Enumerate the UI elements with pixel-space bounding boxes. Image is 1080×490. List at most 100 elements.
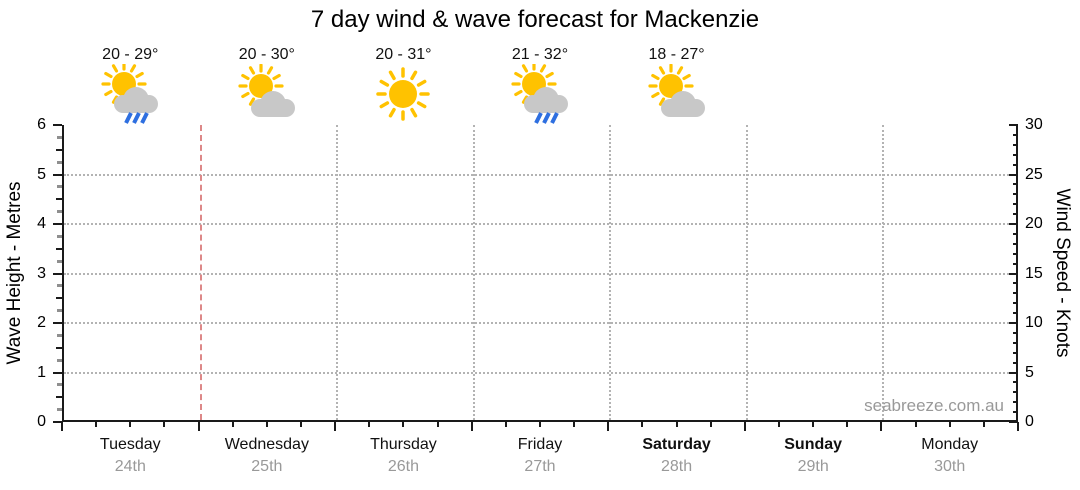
hgridline-1m (64, 371, 1016, 374)
wave-quarter-tick (57, 210, 62, 214)
hgridline-2m (64, 322, 1016, 324)
wave-tick-label-5: 5 (37, 165, 46, 183)
wind-tick-label-0: 0 (1025, 413, 1034, 430)
wind-minor-tick (1013, 361, 1018, 364)
wind-minor-tick (1013, 163, 1018, 166)
day-date-label: 25th (251, 458, 283, 475)
weather-icon-sun-cloud-rain (505, 61, 575, 126)
wave-quarter-tick (57, 259, 62, 263)
wave-quarter-tick (57, 284, 62, 288)
weather-icon-sun (368, 64, 438, 126)
wave-half-tick (56, 346, 62, 349)
day-date-label: 24th (114, 458, 146, 475)
wind-tick-label-15: 15 (1025, 264, 1043, 282)
time-minor-tick (504, 422, 507, 427)
time-minor-tick (846, 422, 849, 427)
watermark: seabreeze.com.au (864, 396, 1004, 415)
temp-range-label: 18 - 27° (648, 46, 705, 63)
time-minor-tick (163, 422, 166, 427)
time-minor-tick (300, 422, 302, 427)
wind-minor-tick (1013, 341, 1018, 344)
hgridline-4m (64, 223, 1016, 225)
wind-minor-tick (1013, 193, 1018, 196)
wind-minor-tick (1013, 213, 1018, 216)
wind-major-tick-0 (1009, 421, 1018, 423)
wave-major-tick-4 (53, 223, 62, 225)
day-name-label: Thursday (370, 436, 437, 453)
time-minor-tick (402, 422, 405, 427)
vgridline-day-5 (745, 125, 748, 420)
time-major-tick (470, 422, 473, 431)
wave-tick-label-2: 2 (37, 314, 46, 331)
time-minor-tick (231, 422, 234, 427)
time-minor-tick (641, 422, 644, 427)
wave-major-tick-5 (53, 173, 62, 176)
wind-minor-tick (1013, 302, 1018, 305)
wind-major-tick-10 (1009, 322, 1018, 324)
wind-tick-label-30: 30 (1025, 116, 1043, 133)
time-major-tick (1017, 422, 1019, 431)
time-major-tick (334, 422, 337, 431)
wind-tick-label-20: 20 (1025, 215, 1043, 232)
weather-icon-sun-cloud (642, 63, 712, 126)
time-major-tick (880, 422, 883, 431)
wind-minor-tick (1013, 232, 1018, 235)
wind-minor-tick (1013, 411, 1018, 414)
time-minor-tick (539, 422, 541, 427)
wave-half-tick (56, 148, 62, 151)
day-date-label: 26th (387, 458, 419, 475)
wind-minor-tick (1013, 292, 1018, 295)
wind-minor-tick (1013, 331, 1018, 334)
wind-minor-tick (1013, 203, 1018, 206)
time-major-tick (743, 422, 746, 431)
wind-major-tick-15 (1009, 272, 1018, 275)
wind-major-tick-20 (1009, 223, 1018, 225)
vgridline-day-4 (609, 125, 612, 420)
temp-range-label: 20 - 30° (238, 46, 295, 63)
current-day-marker (199, 125, 202, 420)
wind-tick-label-10: 10 (1025, 314, 1043, 331)
time-minor-tick (675, 422, 678, 427)
hgridline-3m (64, 272, 1016, 275)
wave-half-tick (56, 198, 62, 201)
time-minor-tick (95, 422, 98, 427)
wave-tick-label-1: 1 (37, 363, 46, 381)
wave-major-tick-6 (53, 124, 62, 126)
time-minor-tick (948, 422, 951, 427)
day-name-label: Wednesday (224, 436, 309, 453)
wind-minor-tick (1013, 133, 1018, 136)
time-minor-tick (914, 422, 917, 427)
wave-quarter-tick (57, 383, 62, 387)
wind-minor-tick (1013, 143, 1018, 146)
wind-major-tick-30 (1009, 124, 1018, 126)
time-major-tick (197, 422, 200, 431)
wind-minor-tick (1013, 401, 1018, 404)
day-name-label: Monday (921, 436, 979, 453)
wind-major-tick-5 (1009, 371, 1018, 374)
wind-minor-tick (1013, 282, 1018, 285)
time-major-tick (607, 422, 610, 431)
wave-quarter-tick (57, 358, 62, 362)
day-name-label: Tuesday (99, 436, 161, 453)
time-minor-tick (265, 422, 268, 427)
weather-icon-sun-cloud (232, 63, 302, 126)
wind-minor-tick (1013, 262, 1018, 265)
time-minor-tick (368, 422, 371, 427)
wind-minor-tick (1013, 312, 1018, 315)
day-name-label: Saturday (642, 436, 711, 453)
temp-range-label: 20 - 31° (375, 46, 432, 63)
wave-quarter-tick (57, 309, 62, 313)
temp-range-label: 20 - 29° (102, 46, 159, 63)
wave-tick-label-6: 6 (37, 116, 46, 133)
time-minor-tick (709, 422, 712, 427)
wave-half-tick (56, 297, 62, 300)
wave-quarter-tick (57, 135, 62, 139)
wind-minor-tick (1013, 351, 1018, 354)
wind-minor-tick (1013, 381, 1018, 384)
wave-quarter-tick (57, 234, 62, 238)
wind-minor-tick (1013, 153, 1018, 156)
temp-range-label: 21 - 32° (511, 46, 569, 63)
wave-tick-label-4: 4 (37, 215, 46, 232)
wind-tick-label-5: 5 (1025, 363, 1034, 381)
